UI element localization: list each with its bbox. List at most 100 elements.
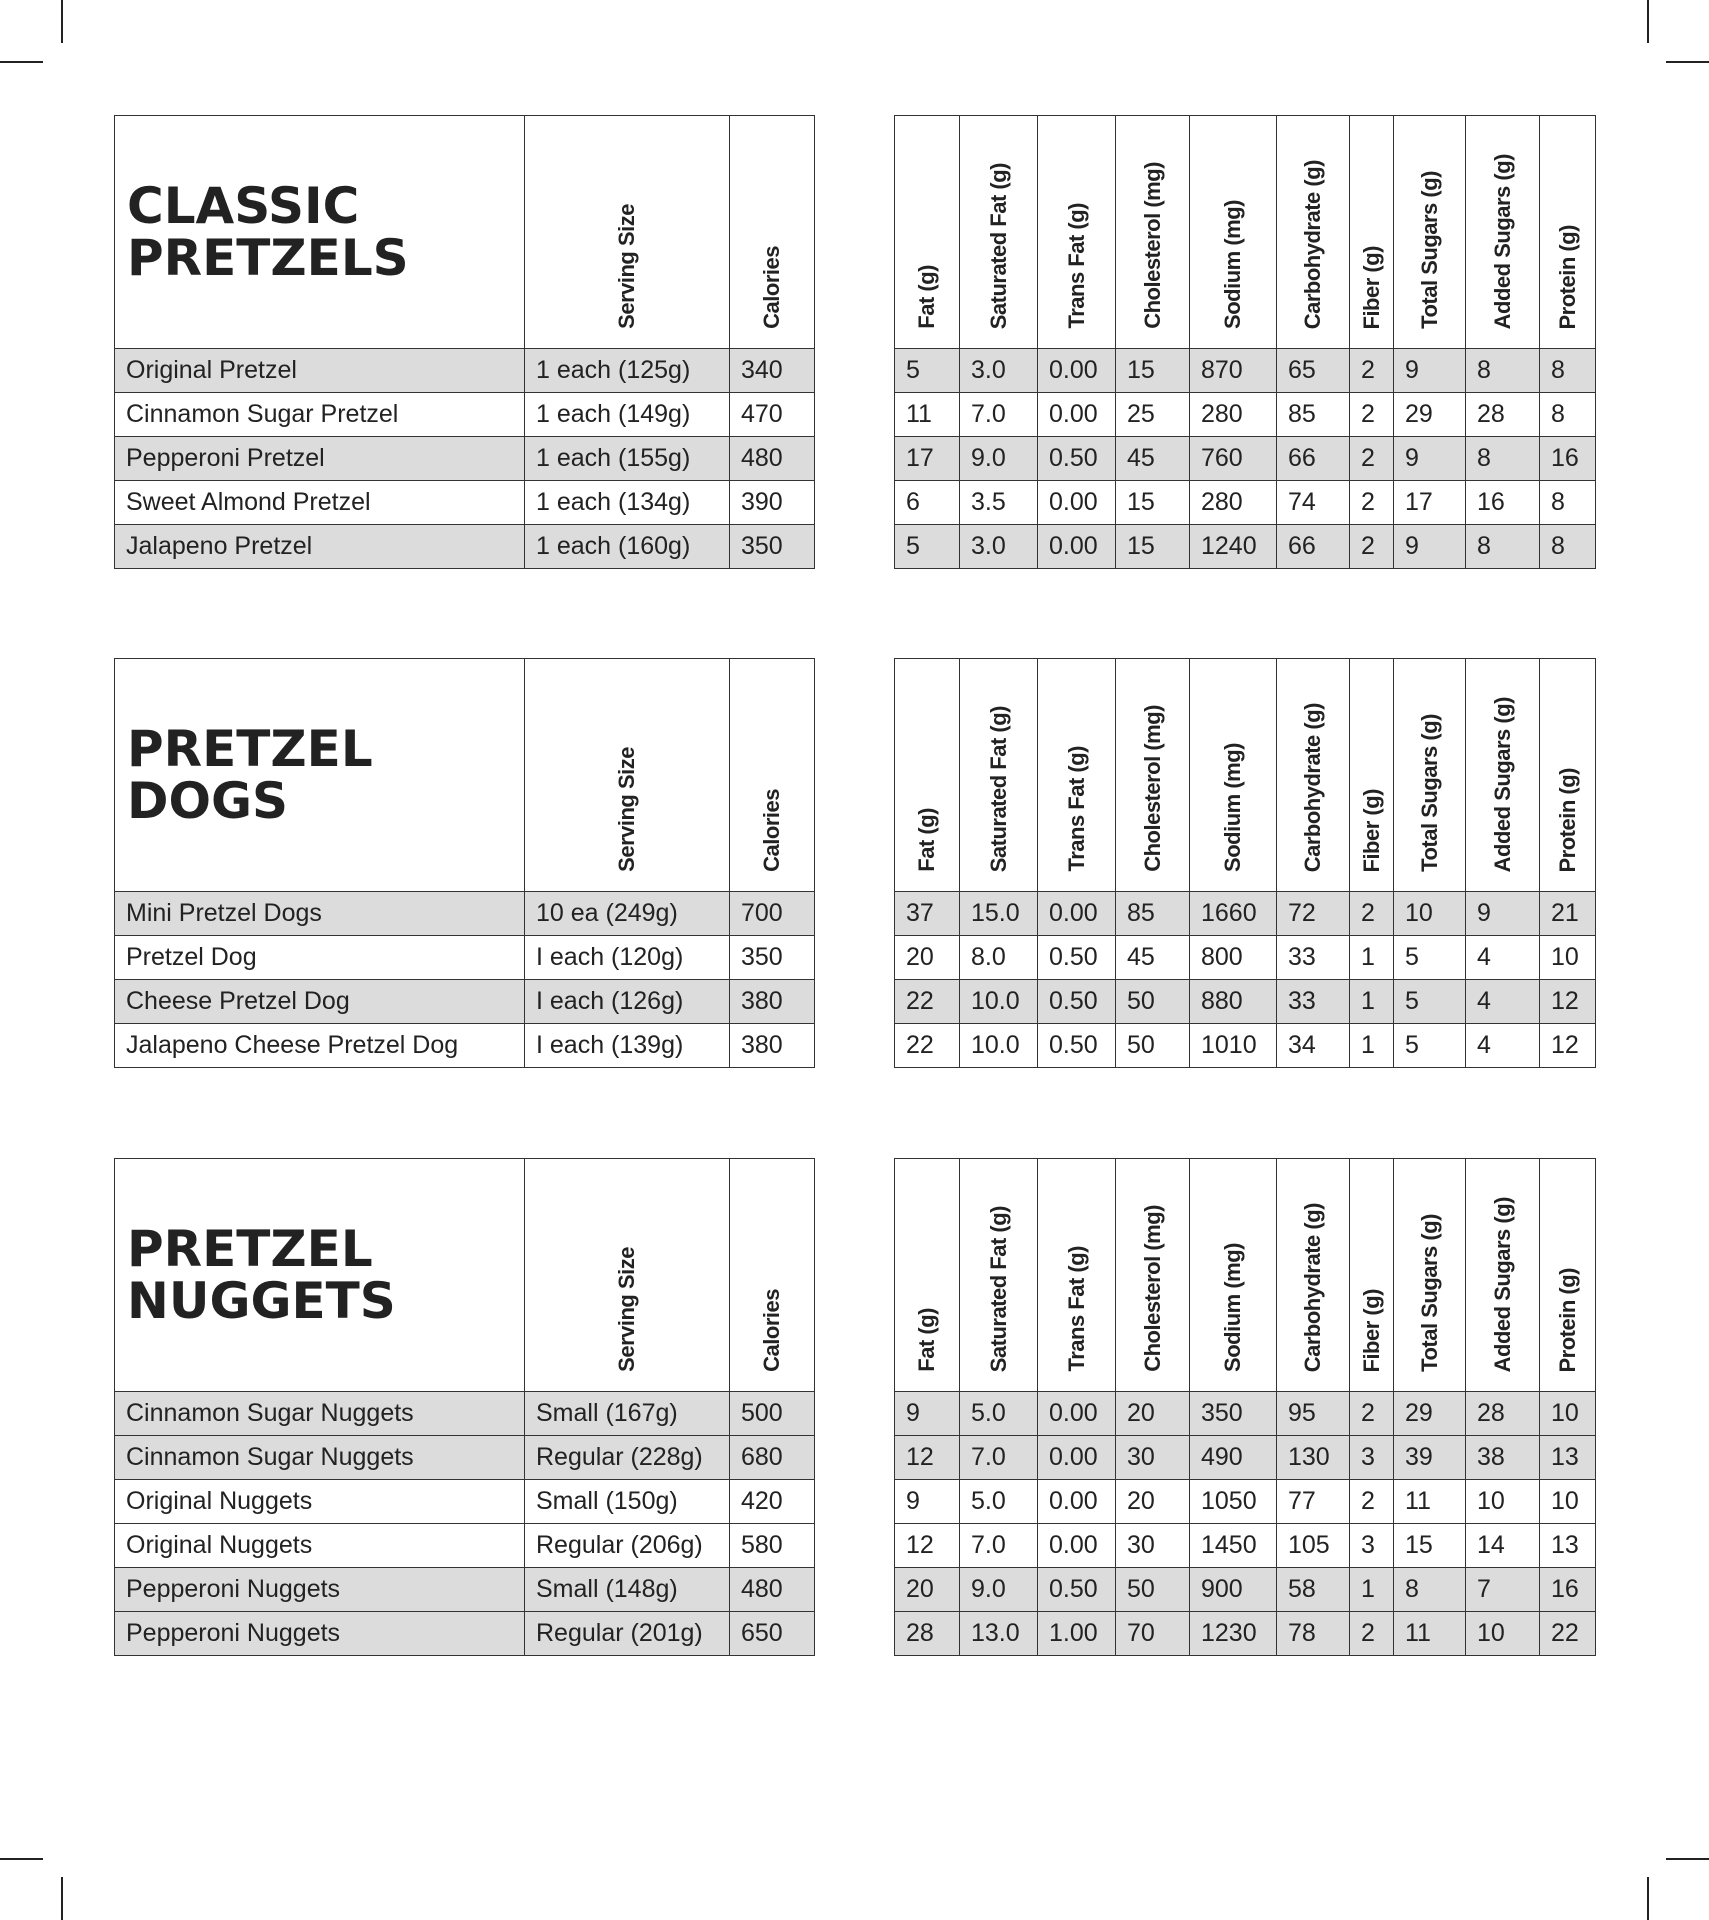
item-name: Cinnamon Sugar Nuggets — [114, 1435, 525, 1480]
product-table: PRETZEL NUGGETS Serving Size Calories Cinna… — [114, 1158, 815, 1656]
nutrient-value: 8 — [1393, 1567, 1466, 1612]
nutrient-value: 3.0 — [959, 348, 1038, 393]
table-row: 9 5.0 0.00 20 350 95 2 29 28 10 — [894, 1391, 1596, 1436]
nutrient-value: 13.0 — [959, 1611, 1038, 1656]
nutrient-value: 15 — [1115, 480, 1190, 525]
calories: 580 — [729, 1523, 815, 1568]
nutrient-value: 6 — [894, 480, 960, 525]
nutrient-value: 17 — [894, 436, 960, 481]
nutrient-value: 21 — [1539, 891, 1596, 936]
crop-mark — [1666, 1858, 1709, 1860]
column-header: Trans Fat (g) — [1037, 658, 1116, 892]
nutrient-value: 1010 — [1189, 1023, 1277, 1068]
nutrient-value: 130 — [1276, 1435, 1350, 1480]
column-header: Added Sugars (g) — [1465, 115, 1540, 349]
nutrient-value: 9 — [1393, 348, 1466, 393]
nutrient-value: 8 — [1465, 524, 1540, 569]
nutrient-value: 38 — [1465, 1435, 1540, 1480]
column-header-label: Trans Fat (g) — [1063, 203, 1089, 329]
serving-size: Regular (228g) — [524, 1435, 730, 1480]
nutrient-value: 8 — [1539, 524, 1596, 569]
column-header: Sodium (mg) — [1189, 115, 1277, 349]
serving-size: I each (126g) — [524, 979, 730, 1024]
nutrient-value: 1.00 — [1037, 1611, 1116, 1656]
column-header: Fiber (g) — [1349, 1158, 1394, 1392]
calories: 350 — [729, 935, 815, 980]
item-name: Jalapeno Cheese Pretzel Dog — [114, 1023, 525, 1068]
nutrient-value: 37 — [894, 891, 960, 936]
calories: 340 — [729, 348, 815, 393]
column-header-label: Calories — [759, 1289, 784, 1372]
serving-size: Small (148g) — [524, 1567, 730, 1612]
column-header: Total Sugars (g) — [1393, 658, 1466, 892]
nutrient-value: 7.0 — [959, 392, 1038, 437]
item-name: Original Nuggets — [114, 1479, 525, 1524]
nutrient-value: 15 — [1393, 1523, 1466, 1568]
table-row: Original Pretzel 1 each (125g) 340 — [114, 348, 815, 393]
column-header: Calories — [729, 115, 815, 349]
serving-size: Regular (206g) — [524, 1523, 730, 1568]
nutrient-value: 2 — [1349, 436, 1394, 481]
nutrient-value: 45 — [1115, 935, 1190, 980]
calories: 700 — [729, 891, 815, 936]
header-row: Fat (g) Saturated Fat (g) Trans Fat (g) Cho… — [894, 1158, 1596, 1392]
calories: 380 — [729, 1023, 815, 1068]
table-row: Sweet Almond Pretzel 1 each (134g) 390 — [114, 480, 815, 525]
table-row: 22 10.0 0.50 50 880 33 1 5 4 12 — [894, 979, 1596, 1024]
nutrient-value: 10 — [1465, 1479, 1540, 1524]
nutrient-value: 1050 — [1189, 1479, 1277, 1524]
column-header: Calories — [729, 1158, 815, 1392]
section-title: CLASSIC PRETZELS — [127, 177, 409, 287]
nutrient-value: 22 — [1539, 1611, 1596, 1656]
nutrient-value: 2 — [1349, 348, 1394, 393]
nutrient-value: 29 — [1393, 1391, 1466, 1436]
table-row: 20 9.0 0.50 50 900 58 1 8 7 16 — [894, 1567, 1596, 1612]
nutrient-value: 9 — [1393, 524, 1466, 569]
nutrient-value: 12 — [1539, 1023, 1596, 1068]
nutrient-value: 13 — [1539, 1435, 1596, 1480]
column-header-label: Trans Fat (g) — [1063, 746, 1089, 872]
column-header: Cholesterol (mg) — [1115, 115, 1190, 349]
column-header-label: Sodium (mg) — [1220, 743, 1245, 872]
nutrient-value: 77 — [1276, 1479, 1350, 1524]
nutrient-value: 10 — [1539, 935, 1596, 980]
item-name: Jalapeno Pretzel — [114, 524, 525, 569]
nutrient-value: 0.50 — [1037, 1567, 1116, 1612]
calories: 420 — [729, 1479, 815, 1524]
column-header-label: Fat (g) — [914, 808, 939, 872]
serving-size: Small (167g) — [524, 1391, 730, 1436]
table-row: 5 3.0 0.00 15 870 65 2 9 8 8 — [894, 348, 1596, 393]
column-header-label: Saturated Fat (g) — [985, 1205, 1011, 1372]
nutrient-value: 280 — [1189, 480, 1277, 525]
nutrient-value: 9.0 — [959, 436, 1038, 481]
nutrient-value: 8 — [1539, 392, 1596, 437]
nutrient-value: 5 — [894, 524, 960, 569]
nutrient-value: 9 — [894, 1479, 960, 1524]
column-header-label: Cholesterol (mg) — [1139, 1205, 1165, 1372]
nutrient-value: 9 — [894, 1391, 960, 1436]
table-row: Original Nuggets Regular (206g) 580 — [114, 1523, 815, 1568]
table-row: 37 15.0 0.00 85 1660 72 2 10 9 21 — [894, 891, 1596, 936]
nutrient-value: 10 — [1393, 891, 1466, 936]
nutrient-value: 72 — [1276, 891, 1350, 936]
column-header-label: Protein (g) — [1554, 767, 1580, 873]
column-header-label: Serving Size — [614, 204, 639, 329]
nutrient-value: 2 — [1349, 1479, 1394, 1524]
nutrient-value: 11 — [1393, 1611, 1466, 1656]
column-header-label: Carbohydrate (g) — [1300, 159, 1325, 329]
nutrient-value: 12 — [1539, 979, 1596, 1024]
item-name: Cinnamon Sugar Nuggets — [114, 1391, 525, 1436]
nutrient-value: 20 — [1115, 1479, 1190, 1524]
nutrient-value: 7.0 — [959, 1523, 1038, 1568]
nutrient-value: 50 — [1115, 1023, 1190, 1068]
column-header-label: Added Sugars (g) — [1489, 153, 1515, 329]
column-header-label: Added Sugars (g) — [1489, 1196, 1515, 1372]
nutrient-value: 4 — [1465, 1023, 1540, 1068]
nutrient-value: 16 — [1539, 436, 1596, 481]
nutrient-value: 30 — [1115, 1523, 1190, 1568]
header-row: PRETZEL NUGGETS Serving Size Calories — [114, 1158, 815, 1392]
column-header: Calories — [729, 658, 815, 892]
nutrient-value: 1 — [1349, 979, 1394, 1024]
table-row: 28 13.0 1.00 70 1230 78 2 11 10 22 — [894, 1611, 1596, 1656]
calories: 390 — [729, 480, 815, 525]
